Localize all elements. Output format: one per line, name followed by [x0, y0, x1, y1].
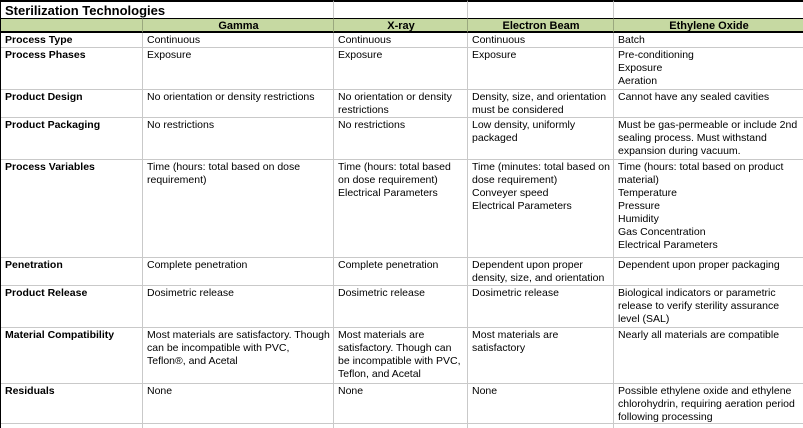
cell-process-phases-electron-beam[interactable]: Exposure: [468, 48, 614, 90]
column-header-electron-beam[interactable]: Electron Beam: [468, 18, 614, 33]
cell-material-compatibility-ethylene-oxide[interactable]: Nearly all materials are compatible: [614, 328, 803, 384]
cell-penetration-ethylene-oxide[interactable]: Dependent upon proper packaging: [614, 258, 803, 286]
cell-product-design-gamma[interactable]: No orientation or density restrictions: [143, 90, 334, 118]
cell-penetration-electron-beam[interactable]: Dependent upon proper density, size, and…: [468, 258, 614, 286]
cell-product-design-xray[interactable]: No orientation or density restrictions: [334, 90, 468, 118]
row-label-process-type: Process Type: [1, 33, 143, 48]
cell-process-type-electron-beam[interactable]: Continuous: [468, 33, 614, 48]
cell-product-release-xray[interactable]: Dosimetric release: [334, 286, 468, 328]
column-header-empty[interactable]: [1, 18, 143, 33]
row-label-process-phases: Process Phases: [1, 48, 143, 90]
row-label-process-variables: Process Variables: [1, 160, 143, 258]
cell-product-packaging-xray[interactable]: No restrictions: [334, 118, 468, 160]
cell-process-phases-ethylene-oxide[interactable]: Pre-conditioning Exposure Aeration: [614, 48, 803, 90]
column-header-ethylene-oxide[interactable]: Ethylene Oxide: [614, 18, 803, 33]
cell-residuals-gamma[interactable]: None: [143, 384, 334, 424]
row-label-product-packaging: Product Packaging: [1, 118, 143, 160]
cell-product-packaging-ethylene-oxide[interactable]: Must be gas-permeable or include 2nd sea…: [614, 118, 803, 160]
cell-process-variables-electron-beam[interactable]: Time (minutes: total based on dose requi…: [468, 160, 614, 258]
cell-product-packaging-electron-beam[interactable]: Low density, uniformly packaged: [468, 118, 614, 160]
cell-residuals-ethylene-oxide[interactable]: Possible ethylene oxide and ethylene chl…: [614, 384, 803, 424]
cell-process-variables-xray[interactable]: Time (hours: total based on dose require…: [334, 160, 468, 258]
row-label-residuals: Residuals: [1, 384, 143, 424]
row-label-product-design: Product Design: [1, 90, 143, 118]
cell-process-phases-gamma[interactable]: Exposure: [143, 48, 334, 90]
row-label-material-compatibility: Material Compatibility: [1, 328, 143, 384]
cell-material-compatibility-gamma[interactable]: Most materials are satisfactory. Though …: [143, 328, 334, 384]
cell-material-compatibility-electron-beam[interactable]: Most materials are satisfactory: [468, 328, 614, 384]
cell-product-release-gamma[interactable]: Dosimetric release: [143, 286, 334, 328]
cell-product-release-electron-beam[interactable]: Dosimetric release: [468, 286, 614, 328]
cell-residuals-xray[interactable]: None: [334, 384, 468, 424]
empty-cell[interactable]: [143, 424, 334, 428]
cell-penetration-gamma[interactable]: Complete penetration: [143, 258, 334, 286]
cell-material-compatibility-xray[interactable]: Most materials are satisfactory. Though …: [334, 328, 468, 384]
row-label-product-release: Product Release: [1, 286, 143, 328]
title-row-empty-cell[interactable]: [334, 0, 468, 18]
empty-cell[interactable]: [334, 424, 468, 428]
cell-product-release-ethylene-oxide[interactable]: Biological indicators or parametric rele…: [614, 286, 803, 328]
empty-cell[interactable]: [614, 424, 803, 428]
cell-product-design-ethylene-oxide[interactable]: Cannot have any sealed cavities: [614, 90, 803, 118]
empty-cell[interactable]: [468, 424, 614, 428]
cell-residuals-electron-beam[interactable]: None: [468, 384, 614, 424]
cell-product-design-electron-beam[interactable]: Density, size, and orientation must be c…: [468, 90, 614, 118]
cell-process-variables-gamma[interactable]: Time (hours: total based on dose require…: [143, 160, 334, 258]
column-header-gamma[interactable]: Gamma: [143, 18, 334, 33]
row-label-penetration: Penetration: [1, 258, 143, 286]
title-row-empty-cell[interactable]: [468, 0, 614, 18]
cell-process-type-gamma[interactable]: Continuous: [143, 33, 334, 48]
column-header-xray[interactable]: X-ray: [334, 18, 468, 33]
cell-process-type-xray[interactable]: Continuous: [334, 33, 468, 48]
cell-process-phases-xray[interactable]: Exposure: [334, 48, 468, 90]
cell-product-packaging-gamma[interactable]: No restrictions: [143, 118, 334, 160]
cell-penetration-xray[interactable]: Complete penetration: [334, 258, 468, 286]
sheet-title: Sterilization Technologies: [1, 0, 334, 18]
cell-process-type-ethylene-oxide[interactable]: Batch: [614, 33, 803, 48]
title-row-empty-cell[interactable]: [614, 0, 803, 18]
empty-cell[interactable]: [1, 424, 143, 428]
cell-process-variables-ethylene-oxide[interactable]: Time (hours: total based on product mate…: [614, 160, 803, 258]
